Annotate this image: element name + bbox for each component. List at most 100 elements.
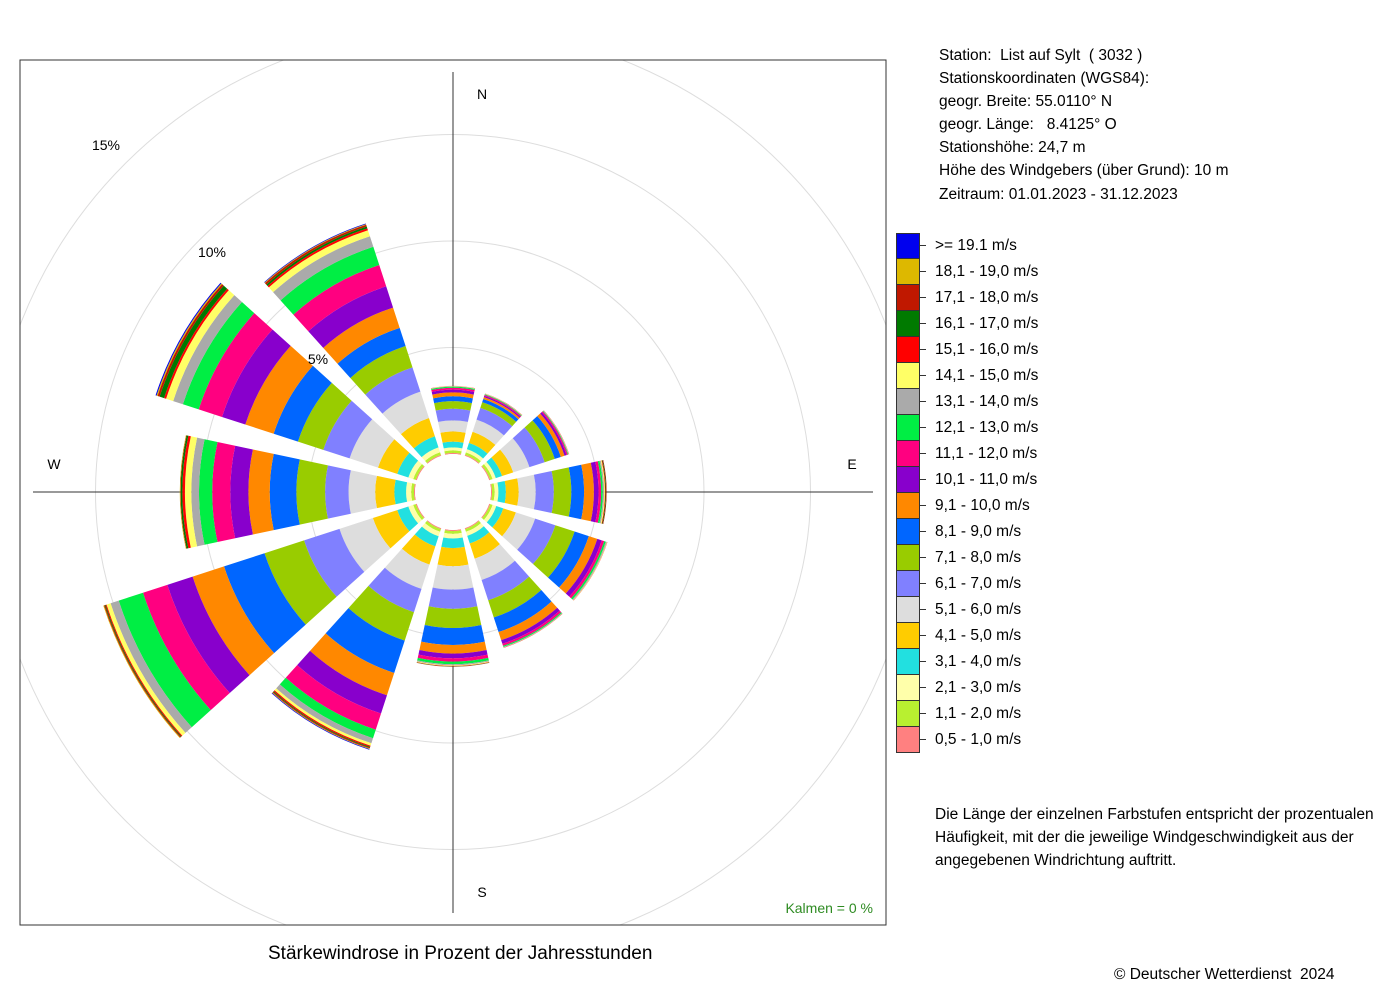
speed-band [167, 576, 250, 694]
wind-sector-60 [481, 410, 570, 481]
wind-sector-210 [271, 520, 442, 750]
speed-band [504, 478, 519, 506]
speed-band [497, 481, 506, 503]
speed-band [348, 585, 414, 641]
speed-band [308, 286, 394, 348]
speed-band [350, 346, 413, 395]
legend-label: 3,1 - 4,0 m/s [935, 653, 1022, 670]
speed-band [142, 584, 230, 711]
speed-band [118, 592, 211, 728]
speed-band [491, 449, 514, 477]
speed-band [432, 392, 474, 399]
kalmen-label: Kalmen = 0 % [785, 900, 873, 916]
speed-band [304, 528, 365, 597]
speed-band [414, 526, 439, 547]
speed-band [416, 662, 490, 667]
speed-band [325, 465, 351, 519]
ring-label-15: 15% [92, 137, 120, 153]
legend-swatch [896, 571, 920, 597]
speed-band [419, 641, 487, 654]
legend-swatch [896, 337, 920, 363]
speed-band [438, 420, 468, 433]
speed-band [502, 610, 562, 646]
speed-band [221, 329, 291, 425]
speed-band [431, 386, 475, 391]
legend-swatch [896, 233, 920, 259]
speed-band [365, 367, 421, 414]
speed-band [397, 452, 419, 478]
wind-sector-180 [416, 529, 490, 667]
legend-tick [920, 635, 926, 636]
speed-band [548, 531, 589, 588]
speed-band [476, 407, 513, 436]
speed-band [349, 419, 395, 468]
speed-band [279, 677, 376, 739]
legend-swatch [896, 649, 920, 675]
legend-tick [920, 739, 926, 740]
legend-swatch [896, 311, 920, 337]
legend-tick [920, 245, 926, 246]
speed-band [375, 475, 396, 509]
station-name: Station: List auf Sylt ( 3032 ) [939, 47, 1143, 64]
speed-band [493, 590, 552, 633]
legend-swatch [896, 623, 920, 649]
speed-band [415, 465, 425, 481]
speed-band [212, 441, 236, 543]
speed-band [416, 662, 490, 667]
legend-tick [920, 661, 926, 662]
speed-band [417, 654, 489, 662]
speed-band [440, 431, 466, 443]
station-coords-heading: Stationskoordinaten (WGS84): [939, 70, 1150, 88]
speed-band [435, 408, 471, 422]
compass-n: N [477, 86, 487, 102]
speed-band [483, 461, 496, 480]
legend-tick [920, 323, 926, 324]
speed-band [413, 464, 424, 480]
legend-label: >= 19.1 m/s [935, 237, 1017, 254]
speed-band [191, 437, 205, 547]
speed-band [492, 508, 516, 537]
speed-band [601, 460, 606, 524]
speed-band [433, 396, 473, 404]
speed-band [421, 447, 441, 461]
time-period: Zeitraum: 01.01.2023 - 31.12.2023 [939, 185, 1178, 203]
legend-label: 5,1 - 6,0 m/s [935, 601, 1022, 618]
speed-band [600, 460, 605, 524]
legend-tick [920, 557, 926, 558]
ring-labels: 5% 10% 15% [92, 137, 328, 367]
speed-band [524, 420, 555, 463]
speed-band [486, 457, 503, 479]
speed-band [408, 460, 422, 480]
speed-band [431, 387, 475, 392]
speed-band [602, 460, 607, 524]
legend-label: 15,1 - 16,0 m/s [935, 341, 1039, 358]
speed-band [179, 435, 187, 549]
legend-swatch [896, 545, 920, 571]
speed-band [537, 413, 565, 457]
speed-band [199, 439, 218, 545]
speed-band [415, 503, 425, 519]
speed-band [443, 447, 463, 452]
speed-band [465, 452, 481, 463]
speed-band [408, 504, 422, 524]
legend-swatch [896, 701, 920, 727]
speed-band [106, 603, 186, 736]
speed-band [512, 427, 545, 468]
speed-band [180, 435, 187, 549]
speed-band [297, 382, 352, 450]
legend-swatch [896, 493, 920, 519]
speed-band [488, 576, 542, 618]
speed-band [597, 460, 603, 524]
legend-tick [920, 505, 926, 506]
speed-band [413, 483, 416, 501]
speed-band [480, 402, 517, 427]
legend-label: 14,1 - 15,0 m/s [935, 367, 1039, 384]
speed-band [481, 503, 491, 519]
speed-band [276, 684, 373, 744]
wind-sector-270 [179, 435, 416, 549]
speed-band [500, 438, 530, 473]
legend-label: 10,1 - 11,0 m/s [935, 471, 1038, 488]
speed-band [323, 307, 400, 364]
speed-band [482, 504, 493, 520]
legend-tick [920, 427, 926, 428]
